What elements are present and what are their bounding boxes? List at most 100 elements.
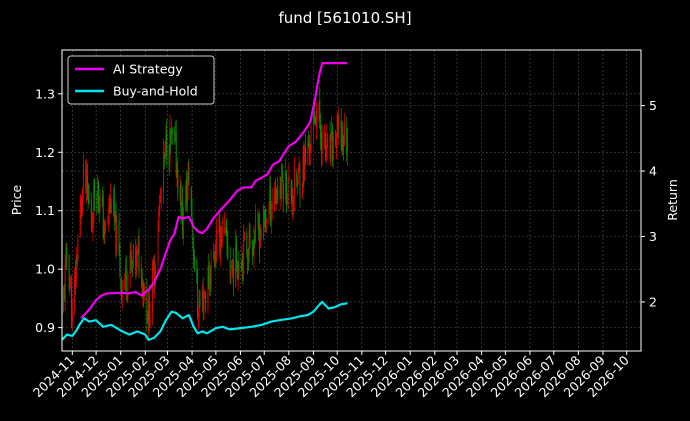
candle-body [193, 257, 195, 265]
candle-body [298, 170, 300, 172]
candle-body [337, 114, 339, 130]
legend-label-ai-strategy: AI Strategy [113, 62, 183, 77]
candle-body [125, 269, 127, 295]
candle-body [181, 202, 183, 222]
candle-body [64, 263, 66, 299]
candle-body [63, 286, 65, 297]
candle-body [327, 138, 329, 143]
candle-body [198, 303, 200, 318]
candle-body [66, 246, 68, 259]
candle-body [313, 106, 315, 112]
candle-body [201, 291, 203, 300]
candle-body [209, 276, 211, 285]
candle-body [196, 259, 198, 282]
candle-body [168, 155, 170, 163]
candle-body [70, 286, 72, 288]
candle-body [297, 176, 299, 189]
candle-body [248, 230, 250, 257]
candle-body [338, 116, 340, 132]
candle-body [159, 203, 161, 216]
candle-body [274, 189, 276, 201]
candle-body [99, 194, 101, 208]
candle-body [92, 225, 94, 228]
candle-body [346, 128, 348, 154]
candle-body [104, 221, 106, 234]
candle-body [308, 144, 310, 148]
candle-body [347, 131, 349, 157]
candle-body [258, 213, 260, 231]
candle-body [147, 299, 149, 326]
y-tick-label: 1.0 [35, 262, 55, 277]
candle-body [63, 289, 65, 312]
candle-body [232, 260, 234, 285]
candle-body [86, 171, 88, 192]
candle-body [324, 134, 326, 150]
candle-body [186, 184, 188, 205]
candle-body [260, 229, 262, 235]
chart-title: fund [561010.SH] [278, 9, 411, 27]
candle-body [147, 320, 149, 324]
candle-body [291, 193, 293, 206]
series-lines [61, 62, 348, 341]
candle-body [177, 169, 179, 195]
candle-body [203, 298, 205, 309]
candle-body [115, 205, 117, 255]
candle-body [142, 284, 144, 295]
candle-body [193, 244, 195, 258]
candle-body [182, 208, 184, 239]
candle-body [164, 142, 166, 155]
candle-body [85, 169, 87, 188]
candle-body [143, 282, 145, 297]
candle-body [280, 187, 282, 191]
candle-body [282, 182, 284, 200]
candle-body [81, 203, 83, 207]
candle-body [268, 202, 270, 222]
candle-body [329, 134, 331, 159]
candle-body [135, 248, 137, 270]
candle-body [310, 125, 312, 152]
candle-body [113, 197, 115, 221]
candle-body [131, 256, 133, 264]
candle-body [153, 268, 155, 287]
candle-body [113, 198, 115, 216]
candle-body [97, 181, 99, 201]
series-line-ai-strategy [80, 62, 348, 320]
candle-body [108, 204, 110, 221]
candle-body [116, 225, 118, 252]
candle-body [236, 265, 238, 279]
candle-body [79, 208, 81, 238]
candle-body [141, 269, 143, 294]
candle-body [257, 216, 259, 221]
candle-body [149, 312, 151, 329]
candle-body [275, 197, 277, 200]
candle-body [175, 132, 177, 176]
candle-body [124, 282, 126, 285]
candle-body [240, 265, 242, 270]
candle-body [140, 263, 142, 280]
candle-body [119, 256, 121, 276]
candle-body [270, 206, 272, 223]
legend: AI Strategy Buy-and-Hold [67, 55, 215, 105]
legend-box [67, 55, 215, 105]
candle-body [320, 125, 322, 139]
candle-body [220, 235, 222, 255]
candle-body [77, 239, 79, 260]
candle-body [285, 171, 287, 201]
candle-body [247, 258, 249, 260]
candle-body [324, 131, 326, 136]
candle-body [332, 134, 334, 161]
candle-body [155, 266, 157, 273]
candle-body [174, 131, 176, 134]
candle-body [163, 151, 165, 192]
candle-body [126, 295, 128, 300]
candle-body [315, 122, 317, 126]
candle-body [225, 224, 227, 227]
candle-body [176, 170, 178, 178]
candle-body [341, 133, 343, 151]
candle-body [75, 257, 77, 284]
candle-body [235, 242, 237, 270]
candle-body [253, 239, 255, 256]
candle-body [197, 280, 199, 318]
